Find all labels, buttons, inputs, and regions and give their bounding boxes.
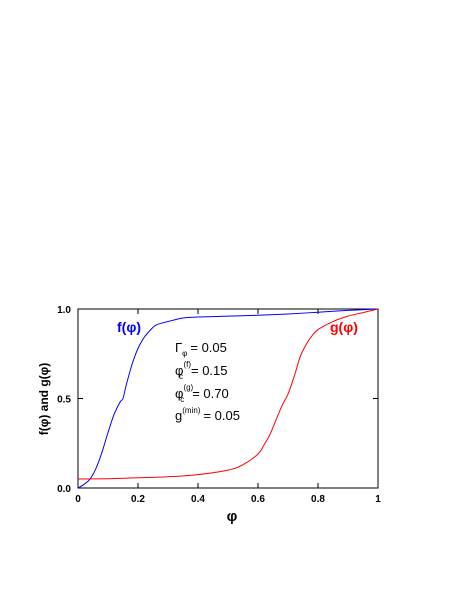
x-tick-label: 0 (75, 494, 81, 505)
gmin-value: = 0.05 (203, 408, 240, 423)
phi-f-subscript: c (179, 372, 183, 381)
curves (77, 308, 379, 489)
y-tick-label: 0.0 (57, 484, 71, 495)
phi-g-superscript: (g) (183, 383, 193, 392)
phi-g-value: = 0.70 (192, 386, 229, 401)
axis-ticks: 0 0.2 0.4 0.6 0.8 1 0.0 0.5 1.0 (57, 305, 381, 505)
phi-g-annotation: φ(g) c = 0.70 (175, 383, 229, 404)
x-tick-label: 0.2 (131, 494, 145, 505)
gamma-value: = 0.05 (190, 340, 227, 355)
x-axis-label: φ (227, 508, 238, 525)
g-series-label: g(φ) (330, 319, 358, 335)
gamma-annotation: Γφ = 0.05 (175, 340, 227, 358)
phi-f-annotation: φ(f) c = 0.15 (175, 360, 228, 381)
phi-f-superscript: (f) (183, 360, 191, 369)
f-series-label: f(φ) (117, 319, 141, 335)
gamma-subscript: φ (182, 349, 187, 358)
gmin-superscript: (min) (182, 406, 201, 415)
g-curve (77, 308, 379, 480)
gmin-symbol: g (175, 408, 182, 423)
y-axis-label: f(φ) and g(φ) (37, 363, 51, 435)
gamma-symbol: Γ (175, 340, 182, 355)
phi-f-symbol: φ (175, 363, 183, 378)
x-tick-label: 1 (375, 494, 381, 505)
y-tick-label: 1.0 (57, 305, 71, 316)
x-tick-label: 0.6 (251, 494, 265, 505)
phi-g-subscript: c (180, 395, 184, 404)
gmin-annotation: g(min) = 0.05 (175, 406, 240, 423)
x-tick-label: 0.4 (191, 494, 205, 505)
phi-g-symbol: φ (175, 386, 183, 401)
y-tick-label: 0.5 (57, 395, 71, 406)
x-tick-label: 0.8 (311, 494, 325, 505)
f-curve (77, 308, 379, 489)
phi-f-value: = 0.15 (191, 363, 228, 378)
